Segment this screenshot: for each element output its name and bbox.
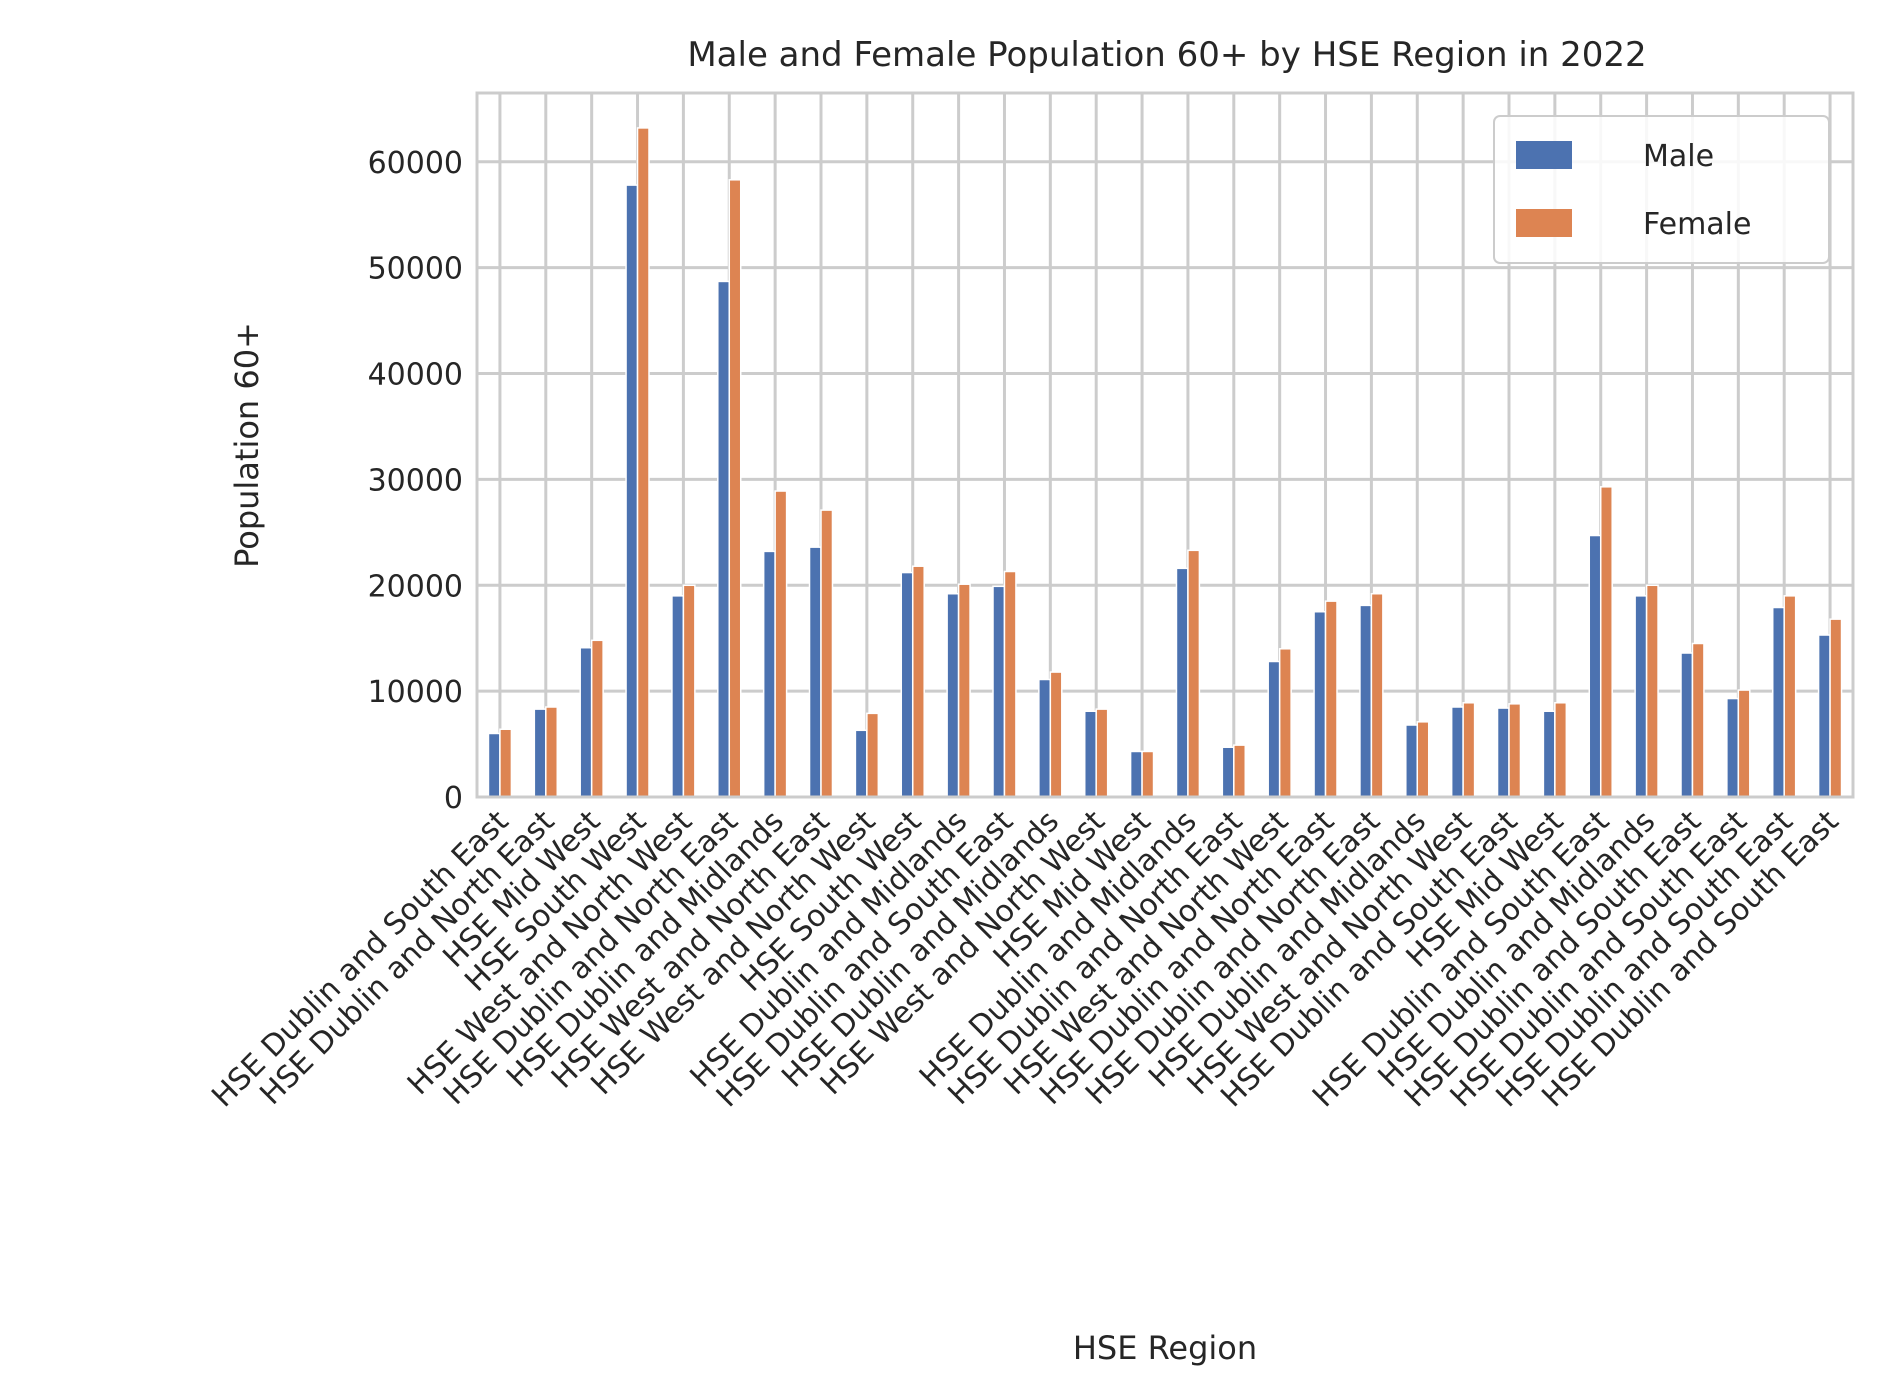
bar-female-2 [590,639,604,798]
bar-female-24 [1599,486,1613,798]
bar-female-1 [545,706,559,798]
bar-male-29 [1817,634,1831,798]
bars [487,127,1843,798]
y-axis-label: Population 60+ [228,322,266,568]
bar-male-18 [1313,610,1327,798]
y-tick-label: 20000 [368,569,463,604]
bar-male-27 [1726,697,1740,798]
y-tick-label: 10000 [368,675,463,710]
y-tick-label: 0 [444,781,463,816]
bar-female-25 [1645,584,1659,798]
y-tick-labels: 0 10000 20000 30000 40000 50000 60000 [368,146,463,816]
bar-female-26 [1691,642,1705,798]
legend-swatch-female [1516,209,1572,237]
bar-male-0 [487,732,501,798]
bar-female-9 [911,565,925,798]
plot-frame [475,91,1855,799]
x-axis-label: HSE Region [1073,1329,1257,1367]
bar-female-29 [1829,618,1843,798]
bar-female-0 [499,728,513,798]
bar-male-14 [1129,750,1143,798]
chart-title: Male and Female Population 60+ by HSE Re… [687,35,1646,75]
bar-female-10 [957,583,971,798]
bar-male-8 [854,729,868,798]
bar-female-3 [636,127,650,798]
bar-female-5 [728,179,742,798]
bar-male-10 [946,592,960,798]
bar-female-28 [1783,595,1797,798]
legend: Male Female [1493,115,1830,264]
bar-male-16 [1221,746,1235,798]
bar-male-22 [1496,707,1510,798]
bar-male-9 [900,571,914,798]
y-tick-label: 40000 [368,358,463,393]
bar-male-19 [1359,604,1373,798]
bar-female-13 [1095,708,1109,798]
bar-female-19 [1370,592,1384,798]
bar-female-18 [1324,600,1338,798]
bar-female-11 [1003,570,1017,798]
bar-female-7 [820,509,834,798]
bar-male-24 [1588,534,1602,798]
bar-male-6 [762,550,776,798]
bar-male-28 [1771,606,1785,798]
bar-male-26 [1680,652,1694,798]
bar-female-23 [1554,702,1568,798]
bar-female-27 [1737,689,1751,798]
bar-female-12 [1049,671,1063,798]
bar-female-21 [1462,702,1476,798]
bar-female-8 [866,712,880,798]
y-tick-label: 50000 [368,252,463,287]
bar-male-7 [808,546,822,798]
bar-female-15 [1187,549,1201,798]
bar-male-21 [1450,706,1464,798]
bar-male-5 [717,280,731,798]
bar-female-14 [1141,750,1155,798]
bar-male-2 [579,646,593,798]
bar-male-13 [1083,710,1097,798]
bar-female-22 [1508,703,1522,798]
legend-label-female: Female [1643,207,1751,242]
legend-swatch-male [1516,141,1572,169]
bar-male-23 [1542,710,1556,798]
bar-male-1 [533,708,547,798]
bar-female-17 [1278,648,1292,798]
bar-male-17 [1267,660,1281,798]
bar-male-12 [1038,678,1052,798]
bar-female-16 [1233,744,1247,798]
bar-female-20 [1416,721,1430,798]
bar-male-4 [671,595,685,798]
bar-male-20 [1405,724,1419,798]
bar-male-11 [992,585,1006,798]
bar-male-25 [1634,595,1648,798]
bar-male-15 [1175,567,1189,798]
legend-label-male: Male [1643,139,1714,174]
bar-female-6 [774,490,788,798]
y-tick-label: 30000 [368,463,463,498]
bar-female-4 [682,584,696,798]
bar-male-3 [625,184,639,798]
y-tick-label: 60000 [368,146,463,181]
legend-box [1493,115,1830,264]
